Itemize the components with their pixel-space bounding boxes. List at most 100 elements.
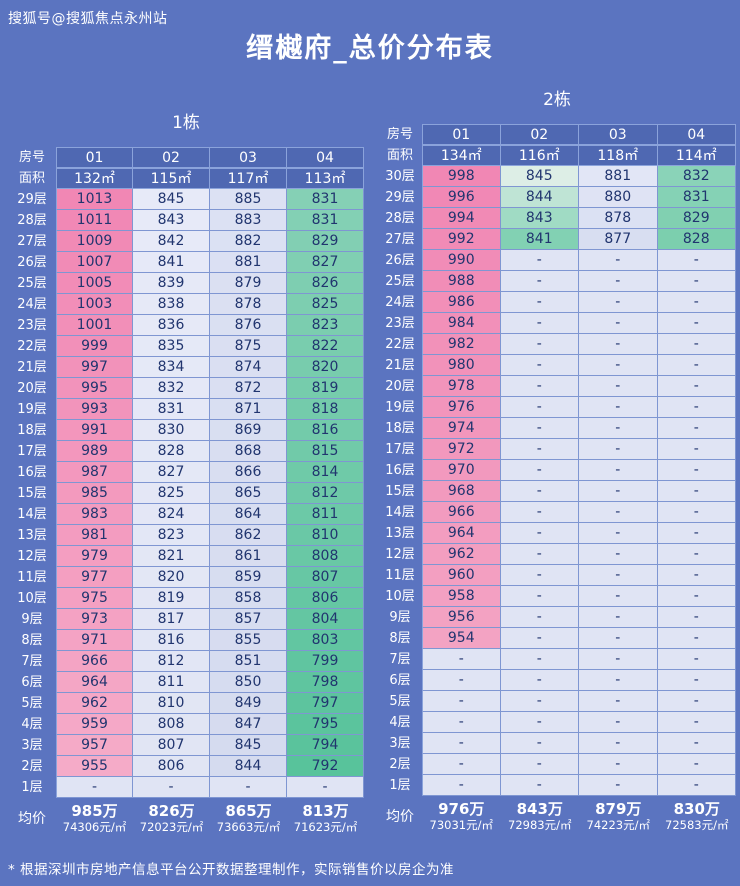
price-cell: 823 — [287, 315, 364, 336]
floor-label: 10层 — [385, 589, 415, 604]
floor-label: 24层 — [17, 297, 47, 312]
price-cell: 797 — [287, 693, 364, 714]
price-cell: 871 — [210, 399, 287, 420]
price-cell: 825 — [287, 294, 364, 315]
price-cell: 820 — [287, 357, 364, 378]
price-cell: 808 — [133, 714, 210, 735]
price-cell: 811 — [133, 672, 210, 693]
floor-label: 9层 — [389, 610, 411, 625]
price-cell: - — [657, 334, 736, 355]
price-cell: - — [500, 628, 579, 649]
price-cell: 876 — [210, 315, 287, 336]
price-cell: 878 — [579, 208, 658, 229]
price-cell: 794 — [287, 735, 364, 756]
price-cell: 986 — [422, 292, 501, 313]
unit-header-cell: 02 — [500, 124, 579, 145]
price-cell: 844 — [500, 187, 579, 208]
price-cell: - — [579, 712, 658, 733]
floor-label: 12层 — [17, 549, 47, 564]
price-cell: 795 — [287, 714, 364, 735]
price-cell: 872 — [210, 378, 287, 399]
floor-label: 17层 — [17, 444, 47, 459]
price-cell: 865 — [210, 483, 287, 504]
building-2-price-table: 房号 01 02 03 04 面积 134㎡ 116㎡ 118㎡ 114㎡ 30层 998 845 881… — [378, 124, 736, 838]
floor-label: 1层 — [21, 780, 43, 795]
price-cell: - — [579, 439, 658, 460]
price-cell: 831 — [657, 187, 736, 208]
floor-label: 2层 — [21, 759, 43, 774]
floor-label: 8层 — [21, 633, 43, 648]
price-cell: 843 — [133, 210, 210, 231]
price-cell: 968 — [422, 481, 501, 502]
area-cell: 132㎡ — [56, 168, 133, 189]
price-cell: 875 — [210, 336, 287, 357]
price-cell: - — [657, 565, 736, 586]
avg-cell: 976万 73031元/㎡ — [422, 796, 501, 838]
price-cell: 830 — [133, 420, 210, 441]
price-cell: - — [500, 334, 579, 355]
floor-label: 17层 — [385, 442, 415, 457]
price-cell: - — [422, 733, 501, 754]
price-cell: - — [500, 544, 579, 565]
avg-total-price: 976万 — [438, 800, 485, 818]
price-cell: 841 — [500, 229, 579, 250]
price-cell: 845 — [133, 189, 210, 210]
price-cell: 817 — [133, 609, 210, 630]
price-cell: - — [579, 418, 658, 439]
price-cell: 827 — [287, 252, 364, 273]
price-cell: 960 — [422, 565, 501, 586]
floor-label: 27层 — [385, 232, 415, 247]
price-cell: 975 — [56, 588, 133, 609]
price-cell: - — [579, 355, 658, 376]
floor-label: 20层 — [17, 381, 47, 396]
price-cell: 831 — [133, 399, 210, 420]
price-cell: 816 — [133, 630, 210, 651]
price-cell: - — [500, 460, 579, 481]
price-cell: 981 — [56, 525, 133, 546]
unit-header-cell: 03 — [579, 124, 658, 145]
price-cell: 812 — [133, 651, 210, 672]
price-cell: - — [422, 670, 501, 691]
price-cell: - — [500, 439, 579, 460]
price-cell: 826 — [287, 273, 364, 294]
price-cell: - — [500, 502, 579, 523]
floor-label: 23层 — [385, 316, 415, 331]
floor-label: 21层 — [385, 358, 415, 373]
price-cell: 877 — [579, 229, 658, 250]
price-cell: 962 — [56, 693, 133, 714]
price-cell: 1013 — [56, 189, 133, 210]
floor-label: 5层 — [21, 696, 43, 711]
avg-unit-price: 71623元/㎡ — [293, 820, 358, 834]
price-cell: 982 — [422, 334, 501, 355]
floor-label: 25层 — [385, 274, 415, 289]
price-cell: 810 — [287, 525, 364, 546]
price-cell: 857 — [210, 609, 287, 630]
price-cell: 999 — [56, 336, 133, 357]
price-cell: - — [422, 649, 501, 670]
price-cell: 970 — [422, 460, 501, 481]
price-cell: - — [657, 691, 736, 712]
floor-label: 22层 — [17, 339, 47, 354]
footnote: * 根据深圳市房地产信息平台公开数据整理制作，实际销售价以房企为准 — [8, 862, 455, 878]
price-cell: 832 — [133, 378, 210, 399]
price-cell: 825 — [133, 483, 210, 504]
price-cell: 958 — [422, 586, 501, 607]
price-cell: 978 — [422, 376, 501, 397]
price-cell: - — [657, 775, 736, 796]
price-cell: - — [500, 670, 579, 691]
price-cell: - — [657, 397, 736, 418]
price-cell: - — [579, 397, 658, 418]
price-cell: - — [657, 712, 736, 733]
price-cell: 990 — [422, 250, 501, 271]
price-cell: 829 — [657, 208, 736, 229]
price-cell: 834 — [133, 357, 210, 378]
price-cell: 885 — [210, 189, 287, 210]
floor-label: 14层 — [385, 505, 415, 520]
avg-label: 均价 — [18, 811, 46, 827]
price-cell: 832 — [657, 166, 736, 187]
price-cell: - — [500, 775, 579, 796]
price-cell: 869 — [210, 420, 287, 441]
price-cell: 849 — [210, 693, 287, 714]
price-cell: 811 — [287, 504, 364, 525]
building-2-section: 2栋 房号 01 02 03 04 面积 134㎡ 116㎡ 118㎡ 114㎡ 30层 998 845… — [378, 90, 736, 838]
